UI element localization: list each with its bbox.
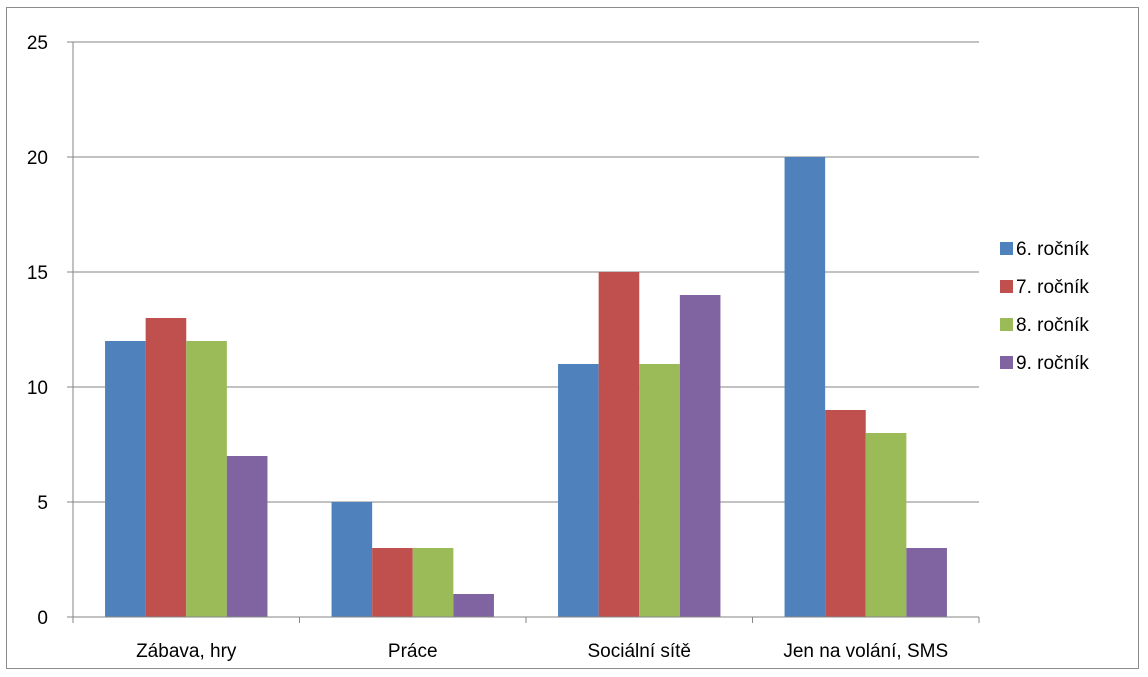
legend-swatch: [1000, 280, 1013, 293]
bar: [331, 502, 373, 617]
legend-item: 8. ročník: [1000, 315, 1089, 336]
y-tick-label: 15: [27, 263, 48, 284]
y-tick-label: 25: [27, 33, 48, 54]
legend-label: 6. ročník: [1016, 239, 1089, 260]
legend-item: 6. ročník: [1000, 239, 1089, 260]
y-axis-tick-labels: 0 5 10 15 20 25: [27, 33, 48, 629]
x-category-label: Sociální sítě: [588, 641, 692, 662]
legend-item: 9. ročník: [1000, 353, 1089, 374]
bar: [105, 341, 146, 617]
bar: [906, 548, 947, 617]
y-tick-label: 0: [37, 608, 48, 629]
legend: 6. ročník 7. ročník 8. ročník 9. ročník: [1000, 239, 1089, 374]
bars: [105, 157, 947, 617]
bar: [679, 295, 721, 617]
bar: [453, 594, 494, 617]
bar: [639, 364, 680, 617]
bar: [784, 157, 826, 617]
legend-item: 7. ročník: [1000, 277, 1089, 298]
legend-swatch: [1000, 356, 1013, 369]
legend-label: 9. ročník: [1016, 353, 1089, 374]
bar: [412, 548, 454, 617]
y-tick-label: 20: [27, 148, 48, 169]
bar: [145, 318, 187, 617]
legend-label: 8. ročník: [1016, 315, 1089, 336]
bar: [598, 272, 640, 617]
legend-label: 7. ročník: [1016, 277, 1089, 298]
axes: [72, 42, 980, 623]
x-category-label: Jen na volání, SMS: [783, 641, 948, 662]
y-tick-label: 10: [27, 378, 48, 399]
y-tick-label: 5: [37, 493, 48, 514]
bar: [825, 410, 866, 617]
x-category-label: Práce: [388, 641, 438, 662]
bar: [226, 456, 268, 617]
legend-swatch: [1000, 242, 1013, 255]
bar: [865, 433, 907, 617]
legend-swatch: [1000, 318, 1013, 331]
x-category-label: Zábava, hry: [136, 641, 237, 662]
x-axis-category-labels: Zábava, hry Práce Sociální sítě Jen na volá…: [136, 641, 948, 662]
bar: [372, 548, 413, 617]
bar: [558, 364, 599, 617]
bar: [186, 341, 227, 617]
